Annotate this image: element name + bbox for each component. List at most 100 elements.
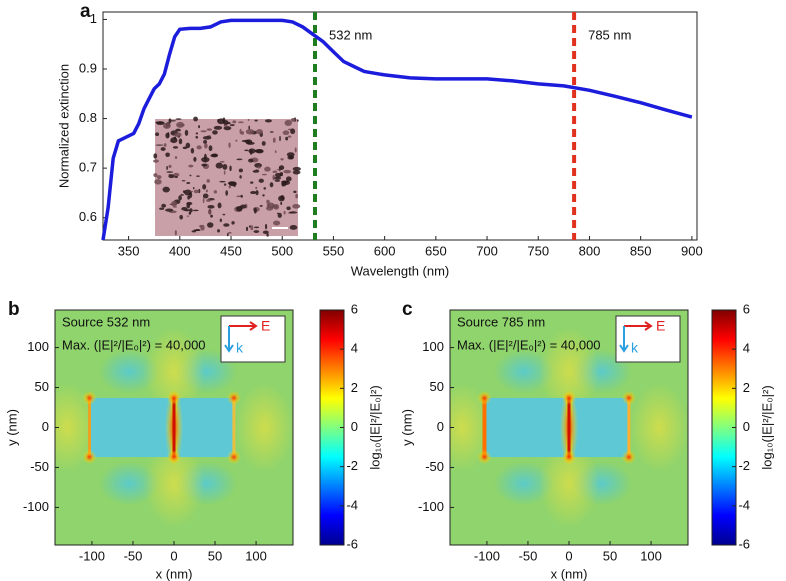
inset-particle: [192, 186, 195, 190]
inset-particle: [228, 142, 231, 148]
inset-particle: [296, 119, 299, 122]
inset-particle: [278, 195, 285, 202]
y-tick-label: 100: [422, 339, 444, 354]
inset-particle: [264, 223, 268, 230]
cool-lobe: [493, 349, 554, 394]
corner-hotspot: [82, 450, 97, 465]
inset-particle: [190, 190, 194, 193]
inset-particle: [238, 168, 243, 173]
x-tick-label: -50: [519, 548, 538, 563]
inset-particle: [252, 170, 260, 173]
colorbar-label: log₁₀(|E|²/|E₀|²): [367, 385, 382, 469]
inset-particle: [202, 197, 205, 204]
inset-particle: [154, 179, 162, 185]
inset-particle: [272, 170, 278, 173]
inset-particle: [240, 194, 243, 198]
inset-particle: [206, 179, 210, 183]
inset-particle: [272, 174, 275, 181]
colorbar-tick-label: -6: [738, 536, 750, 551]
inset-particle: [185, 142, 191, 149]
inset-particle: [240, 204, 247, 209]
inset-particle: [184, 129, 189, 136]
inset-particle: [182, 190, 186, 193]
cool-lobe: [98, 461, 159, 506]
corner-hotspot: [477, 450, 492, 465]
inset-particle: [175, 128, 181, 132]
inset-particle: [222, 117, 226, 123]
inset-particle: [160, 147, 166, 151]
x-tick-label: 100: [640, 548, 662, 563]
x-axis-label: x (nm): [551, 566, 588, 581]
inset-particle: [223, 170, 226, 175]
inset-particle: [264, 166, 271, 172]
inset-particle: [229, 124, 235, 127]
inset-particle: [279, 135, 281, 142]
warm-lobe: [539, 438, 599, 529]
inset-particle: [248, 125, 251, 130]
corner-hotspot: [621, 450, 636, 465]
x-tick-label: 750: [527, 243, 549, 258]
inset-particle: [175, 118, 182, 120]
warm-lobe: [450, 382, 493, 473]
inset-particle: [261, 173, 267, 176]
inset-particle: [228, 185, 232, 189]
inset-particle: [191, 230, 197, 233]
inset-particle: [174, 132, 182, 137]
inset-particle: [245, 226, 249, 232]
inset-particle: [195, 132, 199, 135]
inset-particle: [289, 224, 298, 230]
inset-particle: [274, 150, 277, 154]
particle-left: [484, 397, 566, 458]
inset-particle: [262, 194, 265, 197]
inset-particle: [257, 165, 261, 169]
colorbar-tick-label: -2: [346, 458, 358, 473]
y-tick-label: -50: [30, 459, 49, 474]
inset-particle: [165, 152, 170, 157]
corner-hotspot: [477, 390, 492, 405]
inset-particle: [166, 171, 174, 173]
inset-particle: [284, 119, 292, 126]
y-tick-label: -100: [418, 499, 444, 514]
wave-arrow: [619, 326, 629, 353]
inset-particle: [215, 162, 223, 169]
inset-particle: [200, 130, 207, 133]
inset-particle: [259, 204, 263, 207]
warm-lobe: [539, 326, 599, 417]
inset-particle: [253, 230, 260, 233]
x-axis-label: x (nm): [156, 566, 193, 581]
inset-particle: [262, 230, 269, 235]
inset-particle: [207, 204, 215, 209]
inset-particle: [217, 118, 220, 123]
inset-particle: [255, 169, 259, 171]
colorbar-tick-label: -4: [346, 497, 358, 512]
inset-particle: [174, 175, 178, 179]
inset-particle: [161, 203, 167, 208]
field-map: [55, 310, 293, 545]
inset-particle: [204, 143, 208, 149]
inset-particle: [250, 225, 254, 231]
inset-particle: [236, 158, 243, 161]
inset-particle: [201, 163, 207, 167]
inset-particle: [200, 224, 205, 231]
cool-lobe: [493, 461, 554, 506]
inset-particle: [210, 214, 213, 218]
inset-particle: [188, 164, 194, 168]
y-axis-label: y (nm): [399, 409, 414, 446]
y-tick-label: 0: [437, 419, 444, 434]
inset-particle: [247, 118, 250, 121]
inset-particle: [198, 125, 201, 129]
inset-particle: [177, 124, 186, 127]
polarization-box: [615, 315, 681, 363]
inset-particle: [239, 175, 242, 179]
inset-particle: [159, 207, 165, 210]
inset-particle: [208, 145, 213, 152]
inset-particle: [254, 226, 260, 229]
inset-particle: [240, 131, 245, 135]
inset-particle: [192, 209, 199, 212]
inset-particle: [236, 195, 242, 198]
colorbar-tick-label: 0: [743, 419, 750, 434]
inset-particle: [266, 199, 270, 204]
inset-particle: [283, 210, 286, 215]
inset-particle: [229, 165, 232, 172]
x-tick-label: 350: [118, 243, 140, 258]
